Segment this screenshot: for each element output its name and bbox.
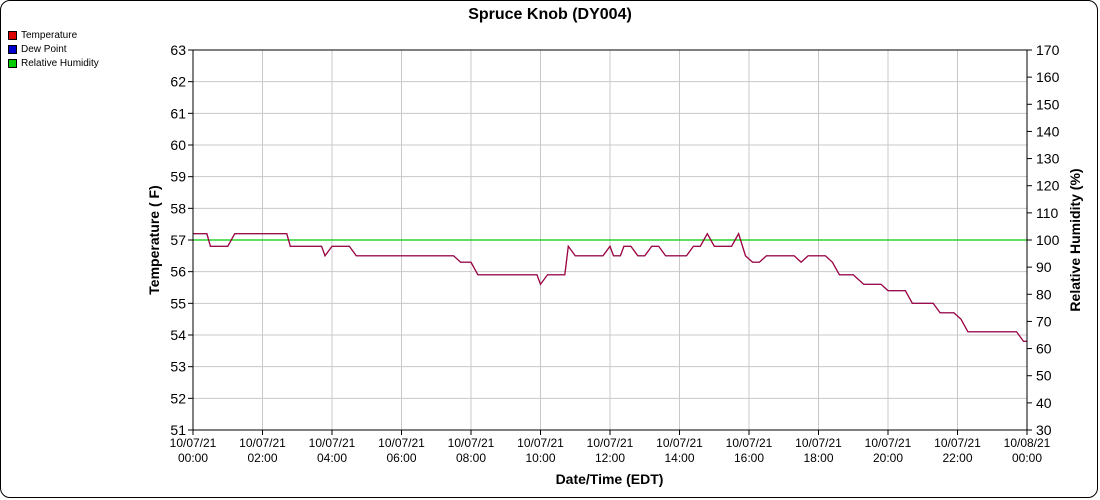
y-right-tick-label: 50 xyxy=(1036,368,1052,384)
y-right-tick-label: 160 xyxy=(1036,69,1060,85)
x-axis-label: Date/Time (EDT) xyxy=(556,471,664,487)
x-tick-date: 10/07/21 xyxy=(170,436,217,450)
x-tick-time: 22:00 xyxy=(942,451,972,465)
chart-title: Spruce Knob (DY004) xyxy=(468,6,632,23)
y-right-tick-label: 70 xyxy=(1036,313,1052,329)
y-left-tick-label: 54 xyxy=(170,327,186,343)
y-right-tick-label: 170 xyxy=(1036,42,1060,58)
x-tick-time: 06:00 xyxy=(386,451,416,465)
x-tick-time: 00:00 xyxy=(1012,451,1042,465)
legend-item-dew-point: Dew Point xyxy=(8,42,99,56)
y-right-tick-label: 100 xyxy=(1036,232,1060,248)
x-tick-time: 12:00 xyxy=(595,451,625,465)
y-right-tick-label: 150 xyxy=(1036,96,1060,112)
y-left-tick-label: 51 xyxy=(170,422,186,438)
legend-item-relative-humidity: Relative Humidity xyxy=(8,56,99,70)
x-tick-time: 14:00 xyxy=(664,451,694,465)
y-left-tick-label: 56 xyxy=(170,264,186,280)
y-right-tick-label: 30 xyxy=(1036,422,1052,438)
x-tick-time: 02:00 xyxy=(247,451,277,465)
y-right-tick-label: 80 xyxy=(1036,286,1052,302)
x-tick-date: 10/07/21 xyxy=(517,436,564,450)
y-left-tick-label: 52 xyxy=(170,390,186,406)
y-left-tick-label: 62 xyxy=(170,74,186,90)
legend: Temperature Dew Point Relative Humidity xyxy=(8,28,99,70)
y-right-tick-label: 40 xyxy=(1036,395,1052,411)
x-tick-time: 20:00 xyxy=(873,451,903,465)
x-tick-time: 10:00 xyxy=(525,451,555,465)
legend-label-temperature: Temperature xyxy=(21,29,78,41)
y-left-tick-label: 60 xyxy=(170,137,186,153)
x-tick-date: 10/07/21 xyxy=(795,436,842,450)
x-tick-date: 10/08/21 xyxy=(1004,436,1051,450)
x-tick-date: 10/07/21 xyxy=(239,436,286,450)
legend-label-relative-humidity: Relative Humidity xyxy=(21,57,99,69)
x-tick-date: 10/07/21 xyxy=(587,436,634,450)
y-right-tick-label: 90 xyxy=(1036,259,1052,275)
y-left-tick-label: 63 xyxy=(170,42,186,58)
legend-item-temperature: Temperature xyxy=(8,28,99,42)
y-right-tick-label: 110 xyxy=(1036,205,1059,221)
x-tick-date: 10/07/21 xyxy=(934,436,981,450)
x-tick-time: 00:00 xyxy=(178,451,208,465)
legend-swatch-temperature xyxy=(8,30,17,40)
x-tick-time: 04:00 xyxy=(317,451,347,465)
y-right-tick-label: 120 xyxy=(1036,178,1060,194)
plot-area-border xyxy=(192,49,1028,431)
legend-swatch-relative-humidity xyxy=(8,58,17,68)
y-left-tick-label: 58 xyxy=(170,200,186,216)
y-right-tick-label: 60 xyxy=(1036,341,1052,357)
y-left-tick-label: 55 xyxy=(170,295,186,311)
x-tick-date: 10/07/21 xyxy=(378,436,425,450)
legend-label-dew-point: Dew Point xyxy=(21,43,67,55)
legend-swatch-dew-point xyxy=(8,44,17,54)
y-right-tick-label: 140 xyxy=(1036,123,1060,139)
y-left-tick-label: 59 xyxy=(170,169,186,185)
y-left-tick-label: 57 xyxy=(170,232,186,248)
x-tick-date: 10/07/21 xyxy=(865,436,912,450)
x-tick-time: 16:00 xyxy=(734,451,764,465)
x-tick-time: 18:00 xyxy=(803,451,833,465)
x-tick-date: 10/07/21 xyxy=(726,436,773,450)
y-left-tick-label: 61 xyxy=(170,105,186,121)
y-axis-label-right: Relative Humidity (%) xyxy=(1067,168,1083,311)
y-left-tick-label: 53 xyxy=(170,359,186,375)
series-line-temperature xyxy=(193,232,1027,342)
x-tick-date: 10/07/21 xyxy=(309,436,356,450)
axes: 51 52 53 54 55 56 57 58 59 60 61 62 63 30 40 50 60 70 80 90… xyxy=(170,42,1060,465)
x-tick-time: 08:00 xyxy=(456,451,486,465)
y-axis-label-left: Temperature ( F) xyxy=(146,185,162,294)
y-right-tick-label: 130 xyxy=(1036,151,1060,167)
series-lines xyxy=(193,232,1027,342)
x-tick-date: 10/07/21 xyxy=(656,436,703,450)
x-tick-date: 10/07/21 xyxy=(448,436,495,450)
